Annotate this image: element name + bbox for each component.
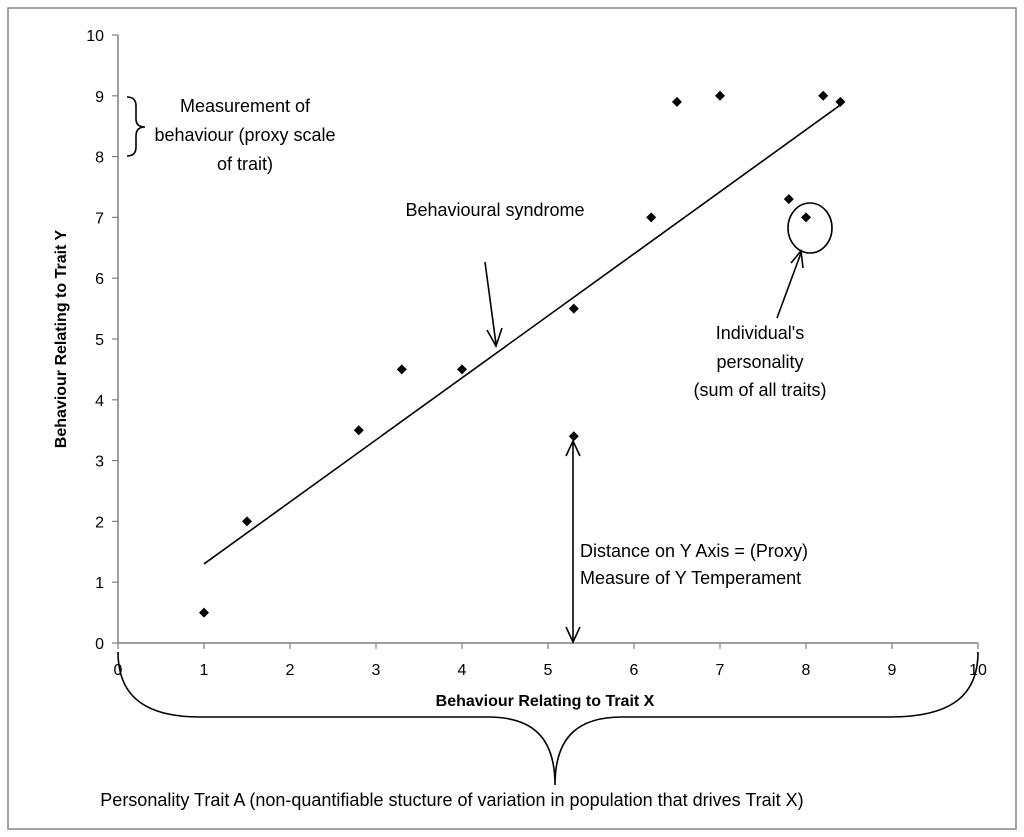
data-point-1 xyxy=(242,516,252,527)
data-point-8 xyxy=(672,96,682,107)
y-tick-label-6: 6 xyxy=(95,271,104,288)
x-tick-label-2: 2 xyxy=(286,662,295,679)
data-point-10 xyxy=(783,194,794,205)
x-tick-label-9: 9 xyxy=(888,662,897,679)
x-tick-label-1: 1 xyxy=(200,662,209,679)
individual-circle xyxy=(787,202,833,254)
data-point-11 xyxy=(801,212,811,223)
data-point-4 xyxy=(457,364,467,375)
distance-label-line-1: Distance on Y Axis = (Proxy) xyxy=(580,541,808,561)
measurement-label-line-3: of trait) xyxy=(217,154,273,174)
data-point-3 xyxy=(396,364,407,375)
distance-arrow-head-bottom xyxy=(565,626,581,644)
data-point-6 xyxy=(568,303,579,314)
measurement-label-line-2: behaviour (proxy scale xyxy=(154,125,335,145)
behavioural-syndrome-trendline xyxy=(203,104,841,565)
individual-label-line-3: (sum of all traits) xyxy=(693,380,826,400)
x-tick-label-8: 8 xyxy=(802,662,811,679)
y-tick-label-5: 5 xyxy=(95,332,104,349)
x-tick-label-4: 4 xyxy=(458,662,467,679)
syndrome-arrow-head xyxy=(486,327,503,348)
x-axis-title: Behaviour Relating to Trait X xyxy=(436,693,655,710)
syndrome-label: Behavioural syndrome xyxy=(405,200,584,220)
data-point-0 xyxy=(199,607,209,618)
x-tick-label-0: 0 xyxy=(114,662,123,679)
y-axis-ticks: 0 1 2 3 4 5 6 7 8 9 10 xyxy=(86,28,118,653)
x-tick-label-5: 5 xyxy=(544,662,553,679)
individual-arrow-shaft xyxy=(776,252,802,319)
personality-trait-label: Personality Trait A (non-quantifiable st… xyxy=(100,790,803,810)
x-tick-label-7: 7 xyxy=(716,662,725,679)
data-point-7 xyxy=(646,212,657,223)
y-tick-label-7: 7 xyxy=(95,210,104,227)
x-tick-label-3: 3 xyxy=(372,662,381,679)
syndrome-arrow-shaft xyxy=(484,261,497,345)
y-axis-title: Behaviour Relating to Trait Y xyxy=(53,229,70,448)
x-tick-label-10: 10 xyxy=(969,662,987,679)
x-tick-label-6: 6 xyxy=(630,662,639,679)
individual-arrow-head xyxy=(790,249,804,269)
x-axis-ticks: 0 1 2 3 4 5 6 7 8 9 10 xyxy=(114,643,987,679)
data-points xyxy=(199,90,846,618)
y-tick-label-10: 10 xyxy=(86,28,104,45)
individual-label-line-2: personality xyxy=(716,352,803,372)
data-point-5 xyxy=(568,431,579,442)
data-point-9 xyxy=(715,90,725,101)
y-tick-label-3: 3 xyxy=(95,454,104,471)
distance-arrow-head-top xyxy=(565,439,581,457)
y-tick-label-8: 8 xyxy=(95,150,104,167)
measurement-bracket xyxy=(126,96,146,157)
personality-trait-brace xyxy=(117,651,979,786)
y-tick-label-0: 0 xyxy=(95,636,104,653)
y-tick-label-1: 1 xyxy=(95,575,104,592)
measurement-label-line-1: Measurement of xyxy=(180,96,311,116)
y-tick-label-2: 2 xyxy=(95,514,104,531)
data-point-13 xyxy=(835,96,846,107)
data-point-12 xyxy=(818,90,829,101)
y-tick-label-4: 4 xyxy=(95,393,104,410)
chart-frame xyxy=(7,7,1017,830)
data-point-2 xyxy=(353,425,364,436)
individual-label-line-1: Individual's xyxy=(716,323,805,343)
distance-label-line-2: Measure of Y Temperament xyxy=(580,568,801,588)
y-tick-label-9: 9 xyxy=(95,89,104,106)
